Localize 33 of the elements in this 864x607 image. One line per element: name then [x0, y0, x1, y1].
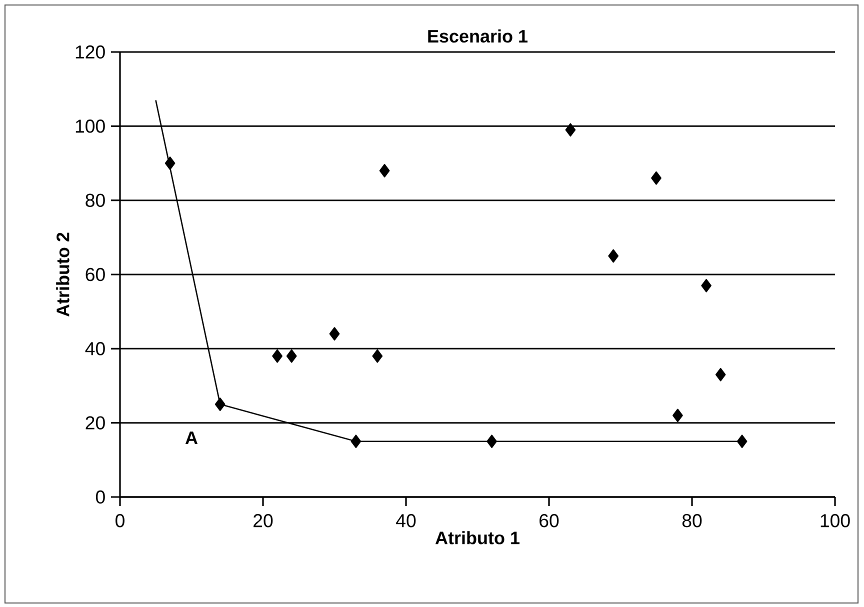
- x-axis-title: Atributo 1: [435, 531, 520, 544]
- point: [379, 164, 390, 178]
- point: [565, 123, 576, 137]
- x-tick-label: 20: [254, 514, 273, 528]
- y-tick-label: 60: [86, 268, 105, 282]
- point: [286, 349, 297, 363]
- chart-title: Escenario 1: [428, 29, 528, 43]
- point: [486, 434, 497, 448]
- point: [350, 434, 362, 448]
- x-tick-label: 100: [820, 514, 850, 528]
- x-tick-label: 60: [540, 514, 559, 528]
- point: [329, 327, 340, 340]
- x-tick-label: 40: [396, 514, 416, 528]
- point: [672, 408, 683, 422]
- y-tick-label: 100: [76, 120, 105, 133]
- point: [715, 368, 726, 382]
- x-tick-label: 80: [682, 514, 702, 528]
- point: [651, 171, 662, 185]
- point: [736, 434, 748, 448]
- point: [372, 349, 383, 363]
- y-tick-label: 120: [76, 45, 105, 59]
- point: [701, 278, 712, 292]
- point: [164, 156, 176, 170]
- y-tick-label: 20: [86, 416, 105, 430]
- point: [272, 349, 282, 363]
- annotation: A: [185, 432, 198, 444]
- y-tick-label: 40: [85, 342, 105, 356]
- y-tick-label: 0: [96, 490, 105, 504]
- x-tick-label: 0: [116, 514, 124, 528]
- y-axis-title: Atributo 2: [56, 232, 70, 317]
- point: [214, 398, 226, 411]
- point: [608, 249, 619, 263]
- y-tick-label: 80: [86, 194, 105, 207]
